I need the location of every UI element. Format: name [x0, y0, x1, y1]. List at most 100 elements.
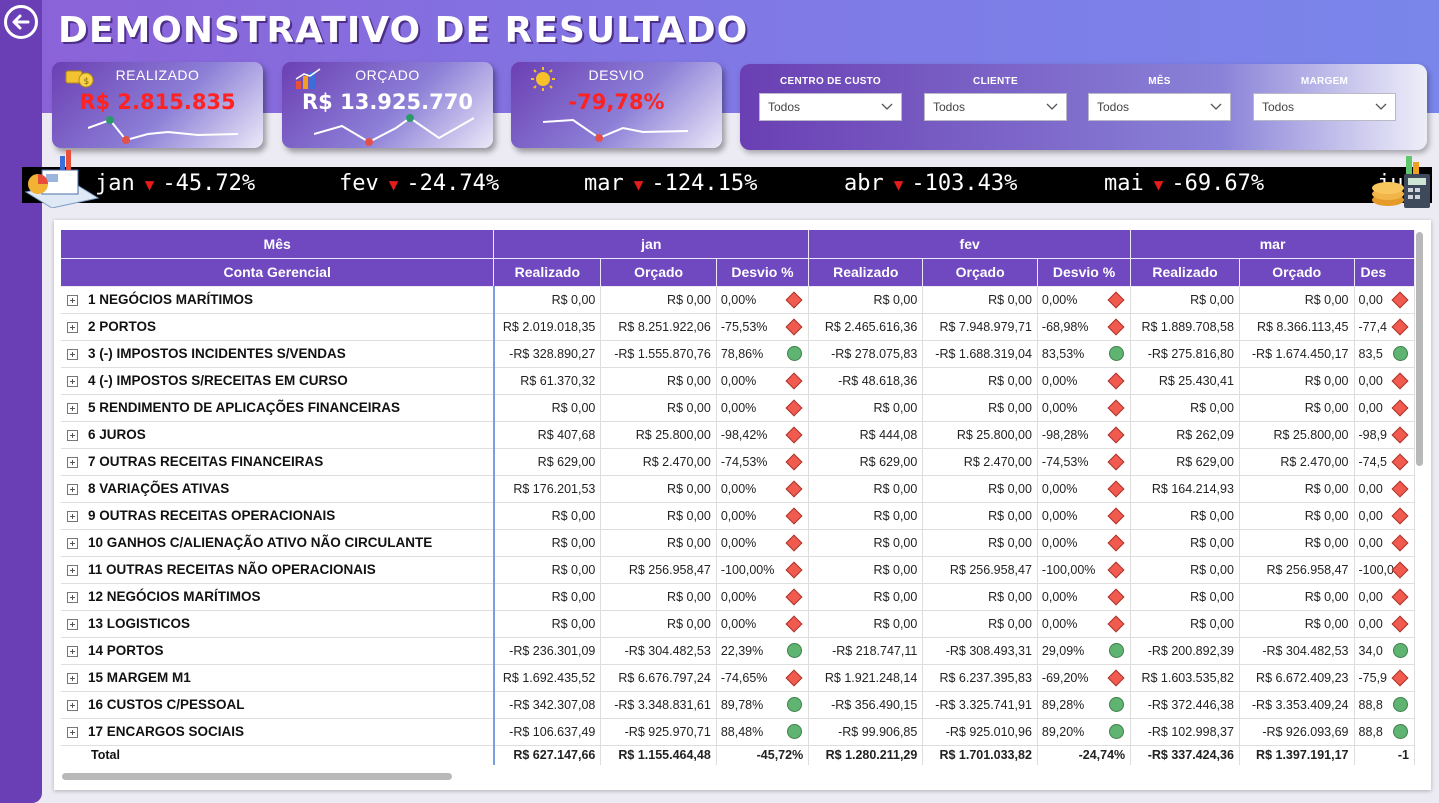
horizontal-scrollbar[interactable]	[62, 773, 452, 780]
orcado-cell: R$ 6.676.797,24	[600, 664, 717, 692]
expand-icon[interactable]	[67, 510, 78, 522]
filter-centro-de-custo: CENTRO DE CUSTO Todos	[759, 76, 902, 121]
header-orcado[interactable]: Orçado	[1239, 258, 1355, 287]
desvio-wrap: 0,00%	[720, 480, 804, 497]
status-diamond-icon	[1107, 615, 1125, 632]
kpi-desvio-value: -79,78%	[568, 90, 665, 114]
header-desvio[interactable]: Desvio %	[716, 258, 810, 287]
realizado-cell: R$ 407,68	[493, 421, 602, 449]
status-diamond-icon	[785, 615, 803, 632]
orcado-cell: R$ 0,00	[1239, 502, 1355, 530]
orcado-cell: -R$ 304.482,53	[1239, 637, 1355, 665]
expand-icon[interactable]	[67, 618, 78, 630]
realizado-cell: R$ 0,00	[808, 556, 924, 584]
table-row: 9 OUTRAS RECEITAS OPERACIONAIS R$ 0,00 R$ …	[61, 502, 1415, 530]
header-orcado[interactable]: Orçado	[600, 258, 717, 287]
account-name: 7 OUTRAS RECEITAS FINANCEIRAS	[88, 454, 324, 469]
desvio-value: 0,00	[1358, 508, 1383, 523]
header-month-fev[interactable]: fev	[808, 230, 1132, 259]
status-diamond-icon	[785, 372, 803, 389]
status-diamond-icon	[1107, 399, 1125, 416]
desvio-wrap: 0,00%	[721, 399, 804, 416]
orcado-cell: R$ 0,00	[1239, 475, 1355, 503]
orcado-cell: R$ 0,00	[600, 367, 717, 395]
filter-panel: CENTRO DE CUSTO Todos CLIENTE Todos MÊS …	[740, 64, 1427, 150]
header-conta-gerencial[interactable]: Conta Gerencial	[61, 258, 495, 287]
desvio-value: -75,9	[1358, 670, 1388, 685]
orcado-cell: R$ 0,00	[1239, 367, 1355, 395]
expand-icon[interactable]	[67, 645, 78, 657]
kpi-desvio-label: DESVIO	[588, 67, 645, 83]
orcado-cell: R$ 256.958,47	[1239, 556, 1355, 584]
orcado-cell: R$ 0,00	[922, 286, 1038, 314]
orcado-cell: R$ 0,00	[600, 475, 717, 503]
desvio-wrap: -74,53%	[721, 453, 804, 470]
expand-icon[interactable]	[67, 429, 78, 441]
filter-margem-dropdown[interactable]: Todos	[1253, 93, 1396, 121]
expand-icon[interactable]	[67, 402, 78, 414]
desvio-wrap: 0,00%	[1042, 291, 1126, 308]
desvio-wrap: -100,00%	[1042, 561, 1126, 578]
header-orcado[interactable]: Orçado	[922, 258, 1038, 287]
realizado-cell: R$ 164.214,93	[1130, 475, 1240, 503]
filter-cliente: CLIENTE Todos	[924, 76, 1067, 121]
desvio-cell: 0,00	[1354, 394, 1415, 422]
desvio-value: -100,0	[1358, 562, 1394, 577]
desvio-cell: 78,86%	[716, 340, 810, 368]
desvio-cell: 0,00%	[1037, 502, 1132, 530]
account-cell: 15 MARGEM M1	[61, 664, 495, 692]
expand-icon[interactable]	[67, 537, 78, 549]
expand-icon[interactable]	[67, 699, 78, 711]
status-diamond-icon	[1391, 318, 1409, 335]
realizado-cell: R$ 0,00	[808, 475, 924, 503]
desvio-cell: 0,00%	[1037, 610, 1132, 638]
expand-icon[interactable]	[67, 294, 78, 306]
filter-centro-de-custo-dropdown[interactable]: Todos	[759, 93, 902, 121]
expand-icon[interactable]	[67, 591, 78, 603]
realizado-cell: R$ 0,00	[808, 583, 924, 611]
desvio-wrap: 89,20%	[1042, 724, 1126, 739]
account-name: 9 OUTRAS RECEITAS OPERACIONAIS	[88, 508, 336, 523]
status-circle-icon	[787, 346, 803, 361]
orcado-cell: R$ 25.800,00	[600, 421, 717, 449]
header-desvio[interactable]: Des	[1354, 258, 1415, 287]
expand-icon[interactable]	[67, 564, 78, 576]
expand-icon[interactable]	[67, 672, 78, 684]
desvio-value: 0,00%	[720, 292, 757, 307]
expand-icon[interactable]	[67, 483, 78, 495]
orcado-cell: -R$ 3.325.741,91	[922, 691, 1038, 719]
expand-icon[interactable]	[67, 726, 78, 738]
expand-icon[interactable]	[67, 321, 78, 333]
desvio-wrap: 0,00%	[721, 615, 804, 632]
orcado-cell: -R$ 308.493,31	[922, 637, 1038, 665]
desvio-wrap: -98,28%	[1042, 426, 1126, 443]
account-name: 8 VARIAÇÕES ATIVAS	[88, 481, 230, 496]
header-desvio[interactable]: Desvio %	[1037, 258, 1132, 287]
status-diamond-icon	[1391, 372, 1409, 389]
header-realizado[interactable]: Realizado	[1130, 258, 1240, 287]
orcado-cell: R$ 7.948.979,71	[922, 313, 1038, 341]
header-month-jan[interactable]: jan	[493, 230, 810, 259]
expand-icon[interactable]	[67, 348, 78, 360]
realizado-cell: R$ 176.201,53	[493, 475, 602, 503]
header-month-mar[interactable]: mar	[1130, 230, 1415, 259]
realizado-cell: -R$ 218.747,11	[808, 637, 924, 665]
orcado-cell: R$ 6.672.409,23	[1239, 664, 1355, 692]
filter-mes-dropdown[interactable]: Todos	[1088, 93, 1231, 121]
filter-cliente-dropdown[interactable]: Todos	[924, 93, 1067, 121]
desvio-wrap: 0,00	[1359, 372, 1411, 389]
account-name: 10 GANHOS C/ALIENAÇÃO ATIVO NÃO CIRCULAN…	[88, 535, 433, 550]
header-realizado[interactable]: Realizado	[493, 258, 602, 287]
realizado-cell: -R$ 236.301,09	[493, 637, 602, 665]
total-orcado: R$ 1.701.033,82	[922, 745, 1038, 765]
status-circle-icon	[1109, 697, 1125, 712]
desvio-cell: -74,53%	[1037, 448, 1132, 476]
expand-icon[interactable]	[67, 375, 78, 387]
vertical-scrollbar[interactable]	[1416, 232, 1423, 466]
header-realizado[interactable]: Realizado	[808, 258, 924, 287]
back-button[interactable]	[4, 5, 38, 39]
expand-icon[interactable]	[67, 456, 78, 468]
orcado-cell: -R$ 1.688.319,04	[922, 340, 1038, 368]
desvio-value: 0,00%	[720, 481, 757, 496]
desvio-value: 0,00	[1358, 616, 1383, 631]
